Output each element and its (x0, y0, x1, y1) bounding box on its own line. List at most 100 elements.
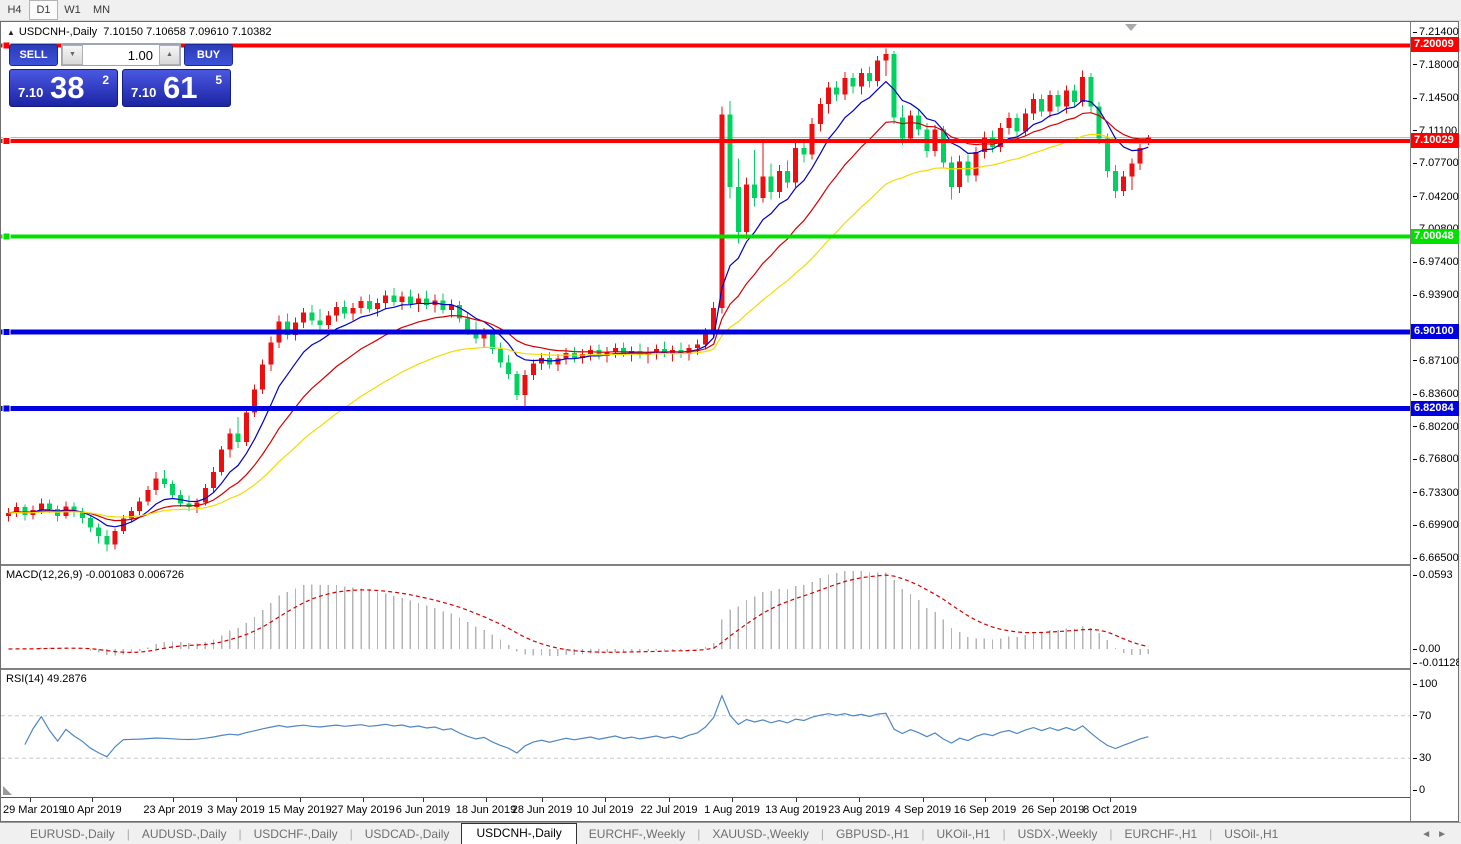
hline-7.20009 (1, 43, 1410, 48)
tab-gbpusd-h1[interactable]: GBPUSD-,H1 (835, 827, 910, 841)
tab-scroll-left-icon[interactable]: ◄ (1421, 829, 1438, 840)
price-tick-label: 6.73300 (1413, 486, 1459, 500)
date-tick-label: 23 Aug 2019 (828, 804, 890, 816)
date-tick-mark (236, 798, 237, 802)
macd-scale-label: -0.011289 (1413, 656, 1459, 670)
buy-price-pip: 5 (215, 73, 222, 87)
date-tick-label: 10 Apr 2019 (62, 804, 122, 816)
tab-separator: | (820, 827, 824, 841)
sell-quote-box[interactable]: 7.10 38 2 (9, 69, 118, 107)
tab-eurusd-daily[interactable]: EURUSD-,Daily (30, 827, 115, 841)
volume-decrease-button[interactable]: ▼ (62, 45, 83, 65)
tab-separator: | (697, 827, 701, 841)
date-tick-label: 26 Sep 2019 (1021, 804, 1085, 816)
buy-price-prefix: 7.10 (131, 85, 157, 100)
timeframe-button-mn[interactable]: MN (92, 4, 111, 16)
date-tick-mark (985, 798, 986, 802)
date-axis[interactable]: 29 Mar 2019 10 Apr 2019 23 Apr 2019 3 May 2… (1, 797, 1410, 821)
date-tick-label: 16 Sep 2019 (953, 804, 1017, 816)
date-tick-label: 1 Aug 2019 (704, 804, 760, 816)
volume-input[interactable] (83, 45, 159, 65)
rsi-canvas[interactable] (1, 670, 1410, 797)
timeframe-button-d1[interactable]: D1 (29, 0, 58, 20)
sell-price-pip: 2 (102, 73, 109, 87)
macd-histogram (15, 570, 1150, 657)
rsi-label: RSI(14) 49.2876 (6, 673, 87, 685)
rsi-scale-label: 100 (1413, 677, 1459, 691)
price-tick-label: 6.69900 (1413, 518, 1459, 532)
price-chart-canvas[interactable] (1, 22, 1410, 564)
date-tick-mark (1053, 798, 1054, 802)
macd-canvas[interactable] (1, 566, 1410, 668)
date-tick-label: 3 May 2019 (207, 804, 265, 816)
date-tick-label: 15 May 2019 (268, 804, 332, 816)
price-tick-label: 7.18000 (1413, 58, 1459, 72)
timeframe-button-h4[interactable]: H4 (7, 4, 22, 16)
tab-separator: | (1109, 827, 1113, 841)
tab-audusd-daily[interactable]: AUDUSD-,Daily (141, 827, 227, 841)
rsi-line (24, 694, 1149, 758)
price-tick-label: 6.66500 (1413, 551, 1459, 565)
timeframe-toolbar: H4 D1 W1 MN (0, 0, 1461, 21)
price-tick-label: 7.04200 (1413, 190, 1459, 204)
tab-usdchf-daily[interactable]: USDCHF-,Daily (253, 827, 338, 841)
date-tick-label: 29 Mar 2019 (3, 804, 65, 816)
price-level-badge: 6.90100 (1411, 323, 1459, 339)
pane-resize-grip-icon[interactable] (3, 786, 12, 795)
timeframe-button-w1[interactable]: W1 (64, 4, 81, 16)
tab-eurchf-weekly[interactable]: EURCHF-,Weekly (588, 827, 686, 841)
rsi-scale-label: 70 (1413, 709, 1459, 723)
date-tick-mark (92, 798, 93, 802)
buy-price-big: 61 (163, 70, 198, 105)
hline-6.90100 (1, 329, 1410, 335)
date-tick-mark (486, 798, 487, 802)
trade-panel-toggle-icon[interactable]: ▲ (7, 28, 15, 37)
macd-indicator-pane[interactable]: MACD(12,26,9) -0.001083 0.006726 (1, 564, 1410, 668)
date-tick-label: 6 Jun 2019 (395, 804, 451, 816)
sell-price-prefix: 7.10 (18, 85, 44, 100)
chart-ohlc-values: 7.10150 7.10658 7.09610 7.10382 (103, 26, 272, 38)
buy-button[interactable]: BUY (184, 44, 233, 66)
price-tick-label: 6.76800 (1413, 452, 1459, 466)
buy-quote-box[interactable]: 7.10 61 5 (122, 69, 231, 107)
main-chart-pane[interactable]: ▲ USDCNH-,Daily 7.10150 7.10658 7.09610 7… (1, 22, 1410, 564)
tab-usdx-weekly[interactable]: USDX-,Weekly (1017, 827, 1098, 841)
date-tick-mark (605, 798, 606, 802)
macd-scale-label: 0.0593 (1413, 568, 1459, 582)
date-tick-mark (859, 798, 860, 802)
price-level-badge: 7.20009 (1411, 37, 1459, 53)
candles-layer (6, 48, 1151, 552)
date-tick-label: 8 Oct 2019 (1083, 804, 1137, 816)
date-tick-mark (732, 798, 733, 802)
tab-xauusd-weekly[interactable]: XAUUSD-,Weekly (712, 827, 809, 841)
rsi-indicator-pane[interactable]: RSI(14) 49.2876 (1, 668, 1410, 797)
date-tick-label: 4 Sep 2019 (894, 804, 952, 816)
tab-ukoil-h1[interactable]: UKOil-,H1 (936, 827, 991, 841)
macd-scale-label: 0.00 (1413, 642, 1459, 656)
sell-price-big: 38 (50, 70, 85, 105)
tab-scroll-right-icon[interactable]: ► (1437, 829, 1453, 840)
date-tick-label: 28 Jun 2019 (511, 804, 573, 816)
chart-shift-marker-icon[interactable] (1125, 24, 1137, 31)
date-tick-mark (796, 798, 797, 802)
tab-separator: | (126, 827, 130, 841)
price-tick-label: 7.21400 (1413, 25, 1459, 39)
date-tick-mark (423, 798, 424, 802)
hline-7.00048 (1, 234, 1410, 239)
macd-label: MACD(12,26,9) -0.001083 0.006726 (6, 569, 184, 581)
sell-button[interactable]: SELL (9, 44, 58, 66)
tab-eurchf-h1[interactable]: EURCHF-,H1 (1124, 827, 1198, 841)
tab-usoil-h1[interactable]: USOil-,H1 (1224, 827, 1279, 841)
date-tick-mark (173, 798, 174, 802)
tab-usdcnh-daily[interactable]: USDCNH-,Daily (461, 823, 577, 844)
date-tick-mark (542, 798, 543, 802)
date-tick-mark (1110, 798, 1111, 802)
one-click-trade-panel: SELL ▼ ▲ BUY 7.10 38 2 7.10 61 5 (9, 44, 233, 107)
date-tick-label: 27 May 2019 (331, 804, 395, 816)
moving-average-lines (8, 80, 1149, 528)
price-tick-label: 6.87100 (1413, 354, 1459, 368)
price-axis[interactable]: 7.21400 7.18000 7.14500 7.11100 7.07700 7.042… (1410, 22, 1459, 821)
volume-increase-button[interactable]: ▲ (159, 45, 180, 65)
tab-usdcad-daily[interactable]: USDCAD-,Daily (364, 827, 450, 841)
date-tick-mark (923, 798, 924, 802)
